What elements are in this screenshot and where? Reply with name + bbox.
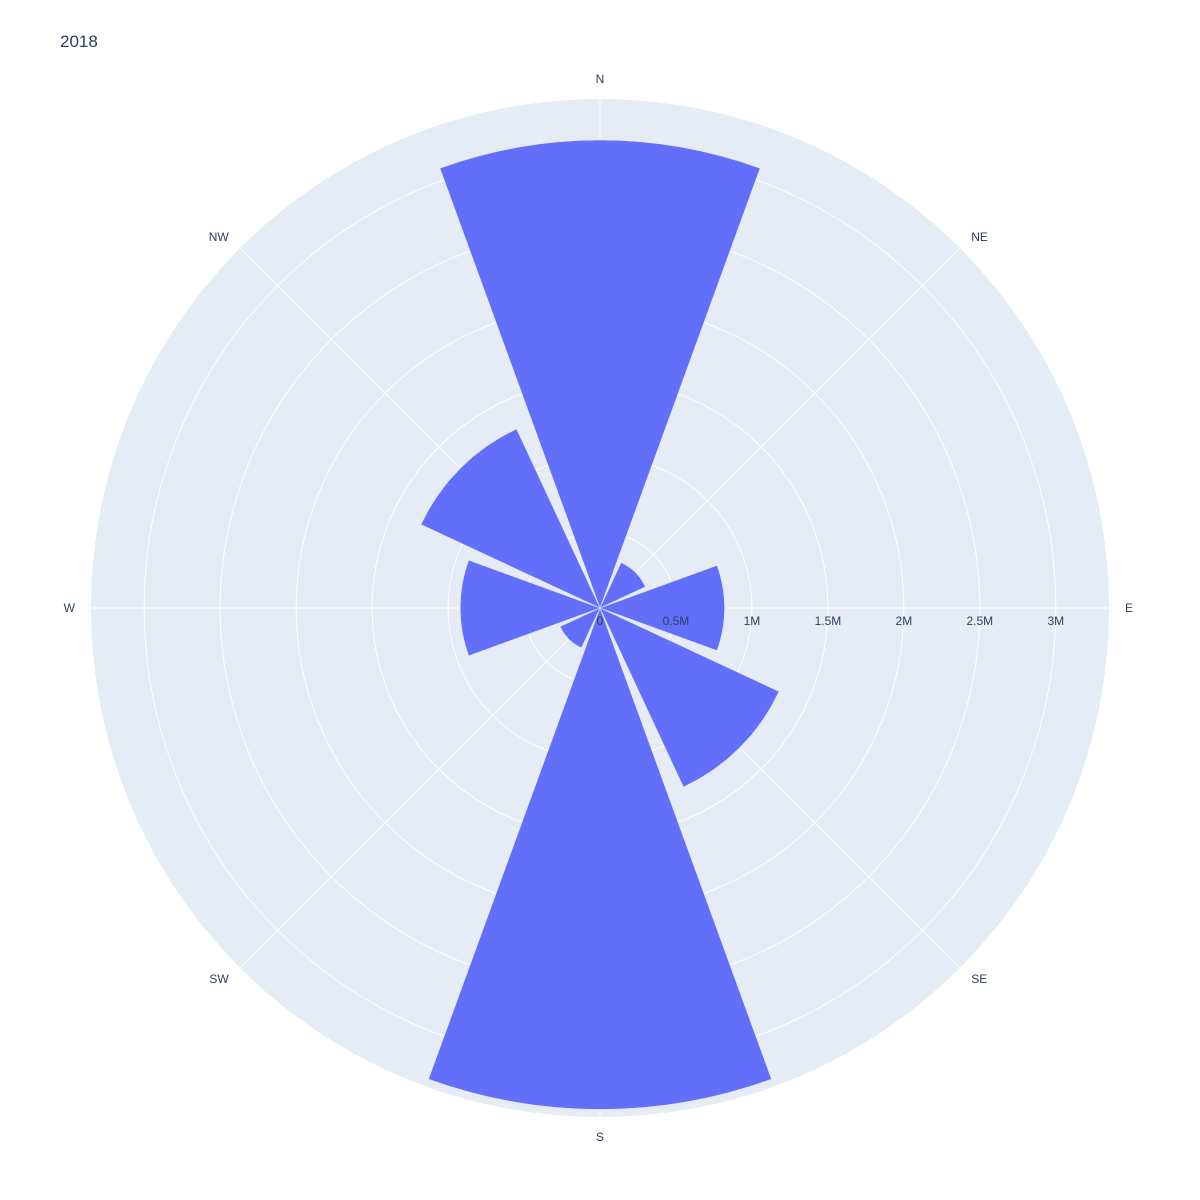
radial-tick-label: 0 <box>597 614 604 628</box>
angular-axis-labels: N NE E SE S SW W NW <box>64 72 1133 1144</box>
bar-nw <box>420 428 601 609</box>
radial-tick-label: 2.5M <box>967 614 994 628</box>
angular-label-se: SE <box>971 972 987 986</box>
grid-spoke <box>599 247 961 609</box>
angular-label-e: E <box>1125 601 1133 615</box>
polar-bars <box>420 139 780 1110</box>
angular-label-nw: NW <box>209 230 230 244</box>
angular-label-sw: SW <box>209 972 229 986</box>
grid-spoke <box>239 607 601 969</box>
bar-se <box>599 607 780 788</box>
bar-ne <box>599 562 646 609</box>
radial-axis-labels: 0 0.5M 1M 1.5M 2M 2.5M 3M <box>597 614 1065 628</box>
radial-tick-label: 1.5M <box>815 614 842 628</box>
bar-e <box>599 565 725 651</box>
radial-tick-label: 1M <box>744 614 761 628</box>
bar-n <box>439 139 761 609</box>
angular-label-s: S <box>596 1130 604 1144</box>
radial-tick-label: 3M <box>1047 614 1064 628</box>
angular-label-w: W <box>64 601 76 615</box>
angular-label-ne: NE <box>971 230 988 244</box>
radial-tick-label: 2M <box>896 614 913 628</box>
bar-s <box>428 607 772 1110</box>
chart-title: 2018 <box>60 32 98 51</box>
bar-sw <box>559 607 601 649</box>
angular-label-n: N <box>596 72 605 86</box>
radial-tick-label: 0.5M <box>663 614 690 628</box>
bar-w <box>459 559 601 657</box>
